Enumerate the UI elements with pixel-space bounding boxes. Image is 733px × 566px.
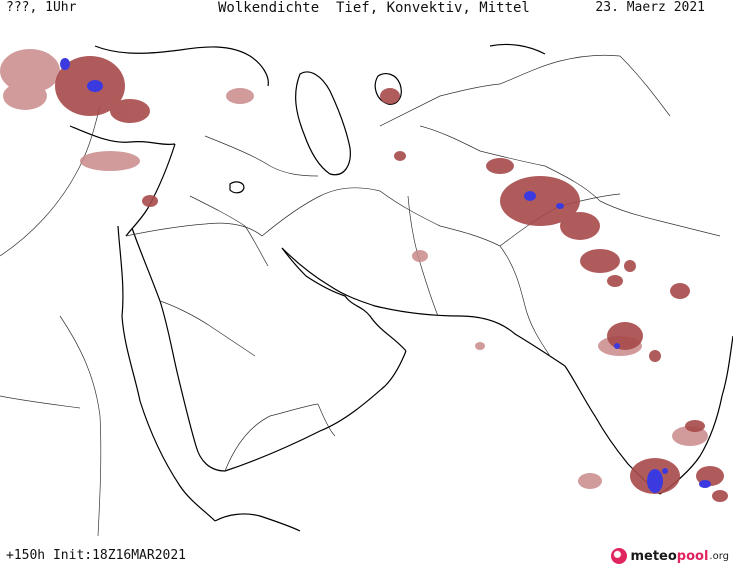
cloud-patch: [142, 195, 158, 207]
cloud-patch: [226, 88, 254, 104]
cloud-patch: [0, 49, 60, 93]
cloud-patch: [3, 82, 47, 110]
cloud-patch: [110, 99, 150, 123]
lake-balkhash: [489, 43, 546, 55]
caspian-sea: [295, 71, 351, 176]
cloud-patch: [560, 212, 600, 240]
cloud-patch: [394, 151, 406, 161]
cloud-patch: [380, 88, 400, 104]
cloud-patch: [699, 480, 711, 488]
aral-sea: [374, 73, 402, 105]
weather-map: [0, 43, 733, 536]
red-sea-west-coast: [117, 225, 216, 522]
arabia-east-coast: [281, 247, 407, 352]
cloud-patch: [524, 191, 536, 201]
india-east-coast: [659, 335, 733, 495]
cloud-patch: [578, 473, 602, 489]
brand-text-meteo: meteo: [630, 548, 677, 564]
cloud-cover-high: [60, 58, 711, 493]
cloud-patch: [624, 260, 636, 272]
cloud-patch: [80, 151, 140, 171]
cloud-patch: [412, 250, 428, 262]
cloud-patch: [60, 58, 70, 70]
horn-of-africa: [214, 513, 301, 532]
cloud-patch: [685, 420, 705, 432]
coastlines: [69, 43, 733, 532]
cloud-patch: [87, 80, 103, 92]
cloud-patch: [647, 469, 663, 493]
arabia-west-coast: [131, 227, 226, 472]
cloud-patch: [556, 203, 564, 209]
cloud-cover-mid: [55, 56, 728, 502]
brand-text-pool: pool: [676, 548, 709, 564]
lake-van: [229, 181, 245, 194]
cloud-patch: [670, 283, 690, 299]
black-sea-coast: [94, 45, 269, 87]
brand-text-org: .org: [709, 550, 729, 562]
cloud-patch: [486, 158, 514, 174]
map-title: Wolkendichte Tief, Konvektiv, Mittel: [218, 0, 530, 16]
country-borders: [0, 54, 721, 536]
meteopool-icon: [611, 548, 628, 564]
iran-south-coast: [281, 247, 566, 367]
cloud-patch: [662, 468, 668, 474]
turkey-south-coast: [69, 125, 176, 146]
cloud-patch: [580, 249, 620, 273]
init-time-label: +150h Init:18Z16MAR2021: [6, 548, 187, 563]
cloud-patch: [475, 342, 485, 350]
forecast-hour-label: ???, 1Uhr: [6, 0, 77, 15]
cloud-patch: [614, 343, 620, 349]
meteopool-logo: meteo pool .org: [611, 548, 729, 564]
cloud-patch: [712, 490, 728, 502]
cloud-patch: [649, 350, 661, 362]
cloud-patch: [607, 322, 643, 350]
cloud-cover-low: [0, 49, 708, 489]
arabia-south-coast: [224, 350, 407, 472]
cloud-patch: [607, 275, 623, 287]
cloud-patch: [500, 176, 580, 226]
forecast-date: 23. Maerz 2021: [595, 0, 705, 15]
